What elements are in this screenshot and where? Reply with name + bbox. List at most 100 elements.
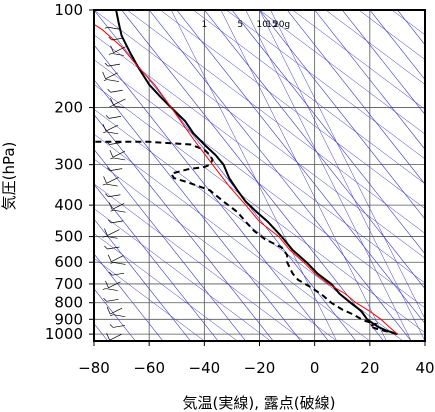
wind-barb — [112, 203, 125, 210]
dry-adiabat-line — [94, 44, 329, 341]
wind-barb-flag — [104, 228, 108, 236]
y-tick-label: 900 — [54, 310, 83, 328]
wind-barb — [105, 235, 118, 239]
mixing-ratio-line — [245, 10, 412, 341]
wind-barb — [108, 281, 121, 289]
wind-barb — [113, 157, 126, 161]
mixing-ratio-label: 20g — [273, 20, 290, 30]
x-tick-label: −80 — [78, 359, 110, 377]
series-layer — [94, 10, 398, 336]
moist-adiabat-line — [226, 10, 425, 160]
moist-adiabat-line — [292, 10, 425, 110]
dry-adiabat-line — [231, 10, 425, 255]
y-tick-label: 600 — [54, 253, 83, 271]
y-tick-label: 300 — [54, 156, 83, 174]
dry-adiabat-line — [259, 10, 425, 220]
moist-adiabat-line — [160, 10, 425, 209]
mixing-ratio-label: 5 — [237, 20, 243, 30]
wind-barb-flag — [109, 150, 114, 158]
wind-barb — [110, 89, 123, 93]
x-axis-label: 気温(実線), 露点(破線) — [183, 394, 336, 412]
mixing-ratio-line — [270, 10, 425, 320]
moist-adiabat-line — [94, 133, 370, 341]
moist-adiabat-line — [94, 34, 425, 284]
wind-barb-flag — [103, 131, 107, 134]
wind-barb — [106, 131, 119, 135]
wind-barb — [113, 98, 126, 106]
wind-barb — [110, 168, 123, 171]
wind-barb — [109, 307, 123, 315]
moist-adiabat-line — [424, 10, 425, 11]
temperature-line — [115, 10, 398, 336]
wind-barb-flag — [103, 176, 107, 184]
wind-barb — [109, 142, 122, 145]
wind-barb — [113, 314, 126, 318]
wind-barb — [111, 255, 124, 263]
wind-barb — [112, 150, 126, 158]
wind-barb-flag — [103, 79, 108, 81]
x-tick-label: −60 — [133, 359, 165, 377]
dry-adiabat-line — [314, 10, 425, 150]
moist-adiabat-line — [193, 10, 425, 185]
mixing-ratio-label: 10 — [257, 20, 269, 30]
y-tick-label: 500 — [54, 228, 83, 246]
wind-barb-flag — [106, 141, 110, 145]
wind-barb — [112, 105, 125, 109]
moist-adiabat-line — [94, 183, 304, 341]
moist-adiabat-line — [94, 208, 271, 341]
dry-adiabat-line — [176, 10, 425, 325]
dry-adiabat-line — [369, 10, 425, 81]
mixing-ratio-line — [259, 10, 425, 341]
wind-barb-layer — [102, 26, 126, 341]
x-tick-label: 20 — [360, 359, 379, 377]
wind-barb-flag — [105, 280, 109, 289]
wind-barb-flag — [107, 254, 112, 262]
wind-barb — [106, 79, 119, 82]
moist-adiabat-line — [325, 10, 425, 85]
wind-barb-flag — [110, 262, 114, 264]
wind-barb-flag — [104, 62, 109, 67]
dry-adiabat-line — [94, 183, 219, 341]
dry-adiabat-line — [121, 10, 384, 341]
wind-barb — [106, 298, 119, 302]
wind-barb — [107, 229, 120, 236]
wind-barb-flag — [108, 36, 112, 41]
y-tick-label: 100 — [54, 1, 83, 19]
wind-barb-flag — [108, 202, 113, 210]
mixing-ratio-line — [220, 10, 387, 341]
moist-adiabat-line — [94, 10, 425, 259]
wind-barb-flag — [102, 71, 106, 79]
dry-adiabat-line — [94, 114, 274, 341]
dry-adiabat-line — [94, 79, 302, 341]
wind-barb — [107, 246, 120, 250]
wind-barb-flag — [103, 298, 107, 302]
wind-barb-flag — [109, 324, 114, 328]
moist-adiabat-line — [94, 257, 205, 341]
wind-barb — [111, 53, 124, 56]
dry-adiabat-layer — [94, 10, 425, 341]
y-tick-label: 200 — [54, 99, 83, 117]
wind-barb — [108, 194, 121, 198]
wind-barb-flag — [110, 45, 114, 53]
dry-adiabat-line — [204, 10, 425, 290]
wind-barb-flag — [106, 306, 111, 315]
y-tick-label: 1000 — [45, 325, 83, 343]
wind-barb-flag — [104, 26, 108, 29]
dry-adiabat-line — [148, 10, 412, 341]
wind-barb-flag — [102, 123, 107, 132]
wind-barb-flag — [107, 89, 111, 93]
x-tick-label: 0 — [310, 359, 320, 377]
wind-barb — [111, 37, 124, 41]
dry-adiabat-line — [94, 253, 164, 341]
x-tick-label: 40 — [415, 359, 434, 377]
moist-adiabat-line — [391, 10, 425, 36]
wind-barb-flag — [102, 235, 106, 238]
y-tick-label: 700 — [54, 275, 83, 293]
mixing-ratio-label: 1 — [201, 20, 207, 30]
wind-barb — [109, 333, 122, 341]
moist-adiabat-line — [259, 10, 425, 135]
wind-barb — [105, 124, 119, 132]
wind-barb-flag — [102, 183, 106, 186]
